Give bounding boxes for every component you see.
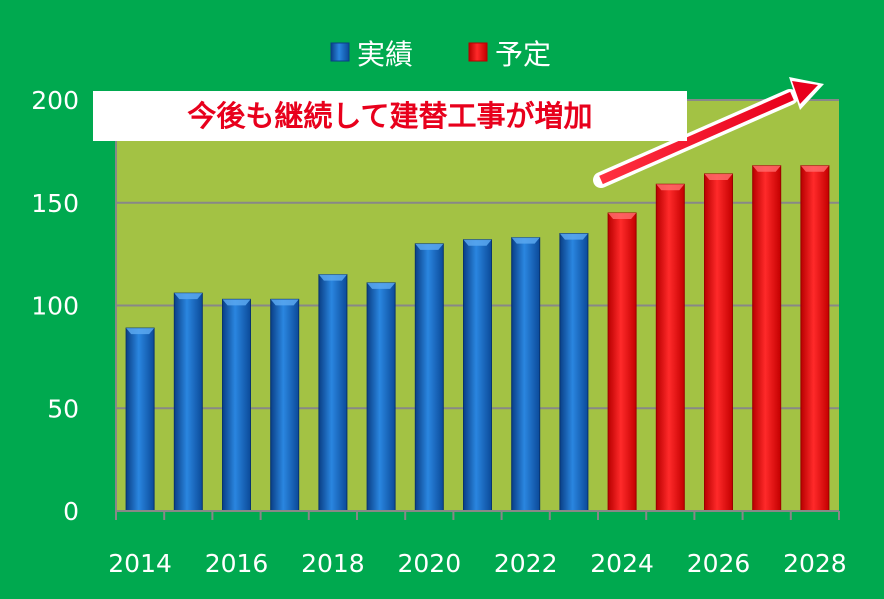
bar-actual-top-2021 <box>463 239 492 246</box>
bar-planned-2027 <box>752 165 782 512</box>
bar-actual-2016 <box>222 298 251 512</box>
bar-actual-2015 <box>173 292 203 512</box>
x-tick-label: 2024 <box>590 549 654 578</box>
x-tick-label: 2018 <box>301 549 365 578</box>
y-tick-label: 0 <box>63 497 79 526</box>
bar-actual-2018 <box>318 274 348 512</box>
bar-actual-2019 <box>366 282 396 512</box>
bar-planned-2028 <box>800 165 830 512</box>
bar-planned-top-2025 <box>656 184 685 191</box>
bar-actual-top-2016 <box>222 299 251 306</box>
axes <box>115 100 840 520</box>
bar-planned-2026 <box>704 173 733 512</box>
legend-label-planned: 予定 <box>495 38 551 71</box>
x-tick-labels: 2014 2016 2018 2020 2022 2024 2026 2028 <box>108 549 846 578</box>
bar-planned-top-2028 <box>800 165 829 172</box>
bar-planned-top-2027 <box>752 165 781 172</box>
bar-planned-2025 <box>655 183 685 512</box>
bar-planned-2024 <box>607 212 637 512</box>
legend-swatch-actual <box>330 42 350 62</box>
bar-actual-top-2019 <box>367 282 396 289</box>
bar-actual-2023 <box>559 233 589 512</box>
legend-label-actual: 実績 <box>357 38 413 71</box>
y-tick-labels: 0 50 100 150 200 <box>31 86 79 526</box>
x-tick-label: 2020 <box>397 549 461 578</box>
bar-actual-top-2022 <box>511 237 540 244</box>
callout-box <box>93 91 687 141</box>
bar-actual-2020 <box>414 243 444 512</box>
bars <box>125 165 830 512</box>
legend-swatch-planned <box>468 42 488 62</box>
growth-arrow-shaft-fill <box>599 91 794 185</box>
y-tick-label: 100 <box>31 292 79 321</box>
growth-arrow-head <box>792 81 818 104</box>
bar-actual-top-2023 <box>559 233 588 240</box>
x-tick-label: 2016 <box>205 549 269 578</box>
x-tick-label: 2022 <box>494 549 558 578</box>
bar-actual-top-2017 <box>270 299 299 306</box>
callout-text: 今後も継続して建替工事が増加 <box>187 99 592 133</box>
y-tick-label: 200 <box>31 86 79 115</box>
callout: 今後も継続して建替工事が増加 <box>93 91 687 141</box>
bar-planned-top-2024 <box>608 213 637 220</box>
bar-actual-2014 <box>125 327 155 512</box>
bar-actual-2021 <box>463 239 492 512</box>
x-tick-label: 2026 <box>687 549 751 578</box>
x-tick-label: 2014 <box>108 549 172 578</box>
bar-actual-top-2020 <box>415 243 444 250</box>
bar-actual-top-2018 <box>318 274 347 281</box>
bar-actual-top-2014 <box>126 328 155 335</box>
x-tick-label: 2028 <box>783 549 847 578</box>
bar-actual-top-2015 <box>174 293 203 300</box>
y-tick-label: 50 <box>47 394 79 423</box>
bar-planned-top-2026 <box>704 173 733 180</box>
bar-actual-2022 <box>511 237 541 512</box>
y-tick-label: 150 <box>31 189 79 218</box>
legend: 実績 予定 <box>330 38 551 71</box>
bar-actual-2017 <box>270 298 300 512</box>
growth-arrow <box>593 77 824 188</box>
